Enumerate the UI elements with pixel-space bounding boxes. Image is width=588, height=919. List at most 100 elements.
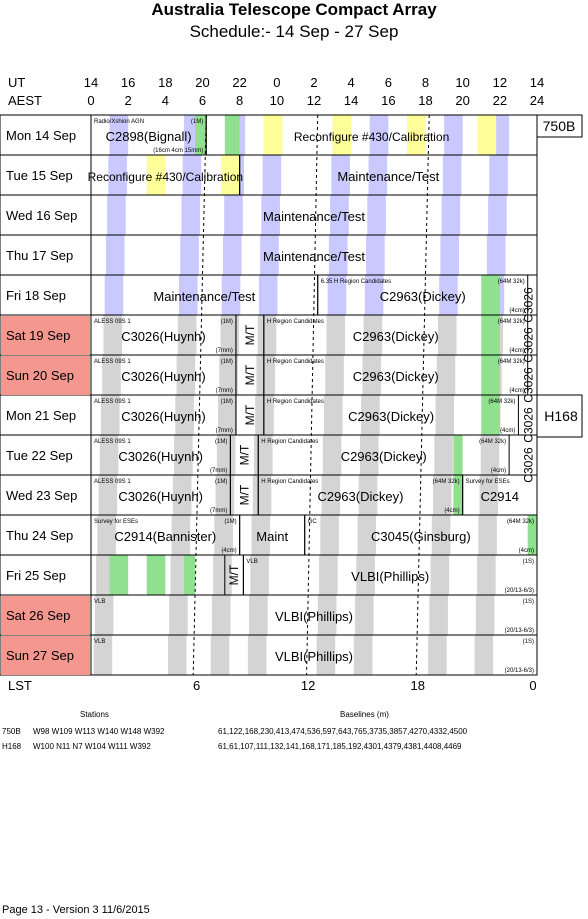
block-label: C2963(Dickey) <box>353 369 439 384</box>
block-label: Reconfigure #430/Calibration <box>88 170 243 184</box>
aest-tick-label: 18 <box>418 93 432 108</box>
block-label: C2898(Bignall) <box>106 129 192 144</box>
day-label: Fri 18 Sep <box>6 288 66 303</box>
observation-band <box>326 315 346 355</box>
block-sublabel: H Region Candidates <box>267 359 324 365</box>
block-sublabel: (64M 32k) <box>479 439 506 445</box>
day-label: Thu 24 Sep <box>6 528 73 543</box>
observation-band <box>182 155 202 195</box>
block-note: (16cm 4cm 15mm) <box>153 148 203 154</box>
observation-band <box>436 355 456 395</box>
weekend-cell <box>1 316 90 355</box>
observation-band <box>213 555 232 595</box>
observation-band <box>441 195 461 235</box>
block-note: (20/13-6/3) <box>505 588 534 594</box>
highlight-band <box>224 115 240 155</box>
baselines-header: Baselines (m) <box>340 710 389 719</box>
observation-band <box>215 475 235 515</box>
observation-band <box>488 195 507 235</box>
block-note: (4cm) <box>509 388 524 394</box>
ut-tick-label: 12 <box>493 75 507 90</box>
block-sublabel: (1M) <box>221 399 233 405</box>
observation-band <box>353 635 373 675</box>
block-sublabel: Radio/Xshion AGN <box>94 119 144 125</box>
observation-band <box>330 195 349 235</box>
highlight-band <box>481 315 500 355</box>
observation-band <box>357 515 377 555</box>
block-sublabel: VLB <box>94 599 105 605</box>
observation-band <box>261 195 280 235</box>
day-label: Sat 26 Sep <box>6 608 70 623</box>
observation-band <box>479 475 499 515</box>
block-note: (7mm) <box>216 428 233 434</box>
block-note: (20/13-6/3) <box>505 628 534 634</box>
block-label: C2963(Dickey) <box>353 329 439 344</box>
observation-band <box>250 555 269 595</box>
lst-axis-label: LST <box>8 678 32 693</box>
block-label: M/T <box>243 324 257 345</box>
day-label: Mon 21 Sep <box>6 408 76 423</box>
observation-band <box>366 235 385 275</box>
lst-tick-label: 18 <box>411 678 425 693</box>
observation-band <box>172 475 192 515</box>
aest-tick-label: 8 <box>236 93 243 108</box>
block-label: C3026(Huynh) <box>118 449 203 464</box>
block-sublabel: (1S) <box>523 559 534 565</box>
config-row-h168-stations: W100 N11 N7 W104 W111 W392 <box>33 742 151 751</box>
observation-band <box>99 435 119 475</box>
highlight-band <box>527 515 537 555</box>
aest-tick-label: 24 <box>530 93 544 108</box>
ut-tick-label: 14 <box>84 75 98 90</box>
observation-band <box>480 435 500 475</box>
observation-band <box>93 635 113 675</box>
block-note: (7mm) <box>216 348 233 354</box>
observation-band <box>430 555 450 595</box>
page-footer: Page 13 - Version 3 11/6/2015 <box>2 904 150 916</box>
block-note: (4cm) <box>519 548 534 554</box>
highlight-band <box>146 555 166 595</box>
observation-band <box>368 155 388 195</box>
ut-tick-label: 18 <box>158 75 172 90</box>
block-note: (4cm) <box>500 428 515 434</box>
observation-band <box>434 435 453 475</box>
observation-band <box>100 395 120 435</box>
day-label: Sat 19 Sep <box>6 328 70 343</box>
highlight-band <box>481 395 500 435</box>
observation-band <box>105 235 125 275</box>
aest-tick-label: 12 <box>307 93 321 108</box>
observation-band <box>322 435 342 475</box>
observation-band <box>435 395 455 435</box>
config-row-750b-label: 750B <box>2 727 21 736</box>
block-label: Maint <box>256 529 288 544</box>
page-subtitle: Schedule:- 14 Sep - 27 Sep <box>189 22 399 41</box>
observation-band <box>440 235 459 275</box>
ut-tick-label: 6 <box>385 75 392 90</box>
observation-band <box>262 155 282 195</box>
day-label: Wed 23 Sep <box>6 488 77 503</box>
highlight-band <box>406 115 426 155</box>
overflow-label: C3026 <box>522 287 536 323</box>
observation-band <box>327 275 347 315</box>
observation-band <box>219 355 238 395</box>
weekend-cell <box>1 636 90 675</box>
observation-band <box>475 595 495 635</box>
highlight-band <box>146 155 166 195</box>
observation-band <box>321 475 341 515</box>
observation-band <box>104 275 124 315</box>
day-label: Thu 17 Sep <box>6 248 73 263</box>
block-sublabel: (1M) <box>215 479 227 485</box>
observation-band <box>221 275 241 315</box>
stations-header: Stations <box>80 710 109 719</box>
block-note: (4cm) <box>509 348 524 354</box>
block-label: C2963(Dickey) <box>341 449 427 464</box>
observation-band <box>364 275 384 315</box>
config-row-h168-label: H168 <box>2 742 22 751</box>
observation-band <box>260 235 279 275</box>
block-sublabel: VLB <box>94 639 105 645</box>
config-label-h168: H168 <box>544 408 578 424</box>
observation-band <box>257 315 277 355</box>
block-label: VLBI(Phillips) <box>275 649 353 664</box>
ut-tick-label: 2 <box>310 75 317 90</box>
observation-band <box>98 475 118 515</box>
